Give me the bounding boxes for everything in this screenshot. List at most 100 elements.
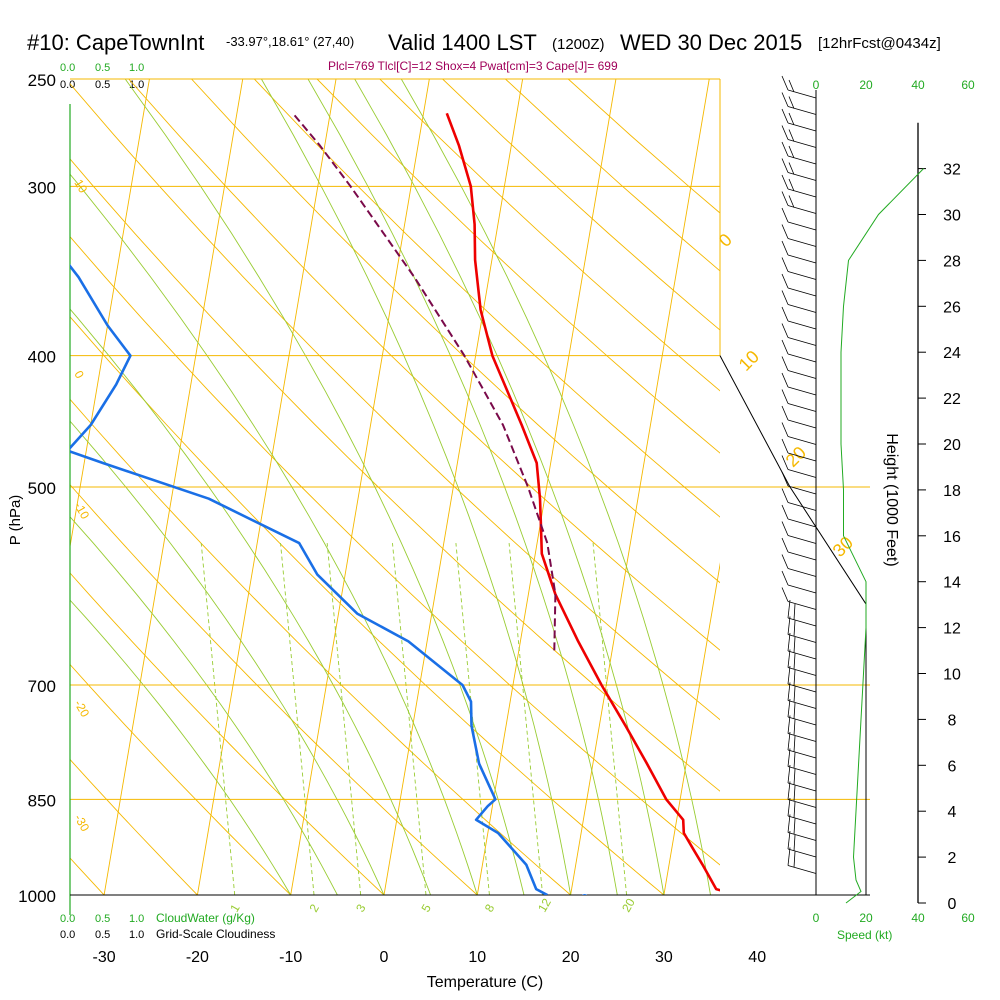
temperature-tick-label: 30 <box>655 949 673 966</box>
wind-barb-flag <box>793 603 796 621</box>
wind-barb-flag <box>788 112 795 126</box>
wind-barb-staff <box>787 617 817 627</box>
wind-barb-flag <box>781 339 789 355</box>
wind-barb-flag <box>787 682 791 701</box>
dry-adiabat-line <box>70 236 720 866</box>
valid-date: WED 30 Dec 2015 <box>620 30 802 55</box>
wind-barb-flag <box>781 306 789 322</box>
wind-barb-flag <box>793 735 796 753</box>
temperature-profile-line <box>445 112 720 892</box>
dry-adiabat-line <box>70 758 198 895</box>
speed-top-tick-label: 0 <box>813 78 820 92</box>
wind-barb-flag <box>793 702 796 720</box>
mixing-ratio-label: 3 <box>353 901 369 914</box>
wind-barb-staff <box>787 601 817 610</box>
wind-barb-flag <box>787 781 791 800</box>
wind-barb-staff <box>787 353 817 363</box>
moist-adiabat-line <box>70 420 385 895</box>
station-coords: -33.97°,18.61° (27,40) <box>226 34 354 49</box>
mixing-ratio-line <box>508 543 544 895</box>
dry-adiabat-line <box>191 79 720 584</box>
wind-barb-flag <box>781 224 789 239</box>
wind-barb-staff <box>787 386 817 396</box>
temperature-tick-label: -20 <box>186 949 209 966</box>
wind-barb-flag <box>787 748 791 767</box>
mixing-ratio-label: 12 <box>535 896 554 915</box>
wind-barb-flag <box>793 752 796 769</box>
wind-barb-flag <box>781 158 789 173</box>
wind-barb-flag <box>793 669 796 687</box>
temperature-tick-label: -10 <box>279 949 302 966</box>
cloudiness-tick: 1.0 <box>129 79 144 91</box>
wind-barb-staff <box>787 205 817 214</box>
dry-adiabat-line <box>70 158 720 792</box>
wind-barb-flag <box>793 801 796 819</box>
wind-barb-flag <box>781 438 789 454</box>
wind-barb-flag <box>781 240 789 256</box>
dry-adiabat-line <box>128 79 720 651</box>
wind-barb-flag <box>788 79 795 93</box>
mixing-ratio-label: 2 <box>306 901 322 914</box>
temperature-tick-label: 0 <box>380 949 389 966</box>
wind-barb-flag <box>781 174 789 190</box>
wind-barb-staff <box>787 106 817 115</box>
speed-tick-label: 0 <box>813 911 820 925</box>
wind-barb-flag <box>793 834 796 852</box>
wind-barb-staff <box>787 452 817 462</box>
wind-barb-flag <box>787 797 791 817</box>
wind-barb-staff <box>787 551 817 561</box>
speed-tick-label: 40 <box>911 911 925 925</box>
wind-barb-flag <box>787 665 791 685</box>
dry-adiabat-line <box>442 79 720 331</box>
wind-barb-flag <box>781 141 789 157</box>
surface-dewpoint-marker <box>581 894 588 895</box>
pressure-tick-label: 400 <box>28 348 56 367</box>
wind-barb-staff <box>787 122 817 132</box>
mixing-ratio-line <box>280 543 315 895</box>
parcel-profile-line <box>292 112 557 651</box>
station-title: #10: CapeTownInt <box>27 30 204 55</box>
cloudwater-tick: 1.0 <box>129 62 144 74</box>
wind-barb-flag <box>781 537 789 553</box>
height-tick-label: 4 <box>948 804 957 821</box>
wind-barb-staff <box>787 733 817 742</box>
wind-barb-staff <box>787 700 817 709</box>
wind-barb-flag <box>793 620 796 637</box>
sounding-indices: Plcl=769 Tlcl[C]=12 Shox=4 Pwat[cm]=3 Ca… <box>328 59 618 73</box>
height-tick-label: 8 <box>948 712 957 729</box>
wind-barb-flag <box>781 257 789 272</box>
mixing-ratio-line <box>455 543 490 895</box>
temperature-tick-label: 10 <box>468 949 486 966</box>
cloud-scale-bottom: 0.0 0.5 1.0 CloudWater (g/Kg) 0.0 0.5 1.… <box>60 911 275 941</box>
wind-barb-staff <box>787 485 817 495</box>
mixing-ratio-line <box>592 543 628 895</box>
wind-barb-staff <box>787 667 817 676</box>
wind-barb-flag <box>788 129 795 142</box>
wind-barb-flag <box>781 273 789 289</box>
speed-axis-title: Speed (kt) <box>837 928 892 942</box>
height-tick-label: 10 <box>943 667 961 684</box>
pressure-tick-label: 1000 <box>18 887 56 906</box>
speed-tick-label: 20 <box>859 911 873 925</box>
wind-barb-staff <box>787 271 817 280</box>
mixing-ratio-line <box>392 543 427 895</box>
speed-top-tick-label: 60 <box>961 78 975 92</box>
wind-barb-staff <box>787 518 817 528</box>
wind-barb-flag <box>793 719 796 736</box>
height-tick-label: 0 <box>948 896 957 913</box>
wind-barb-staff <box>787 89 817 99</box>
isotherm-label: 10 <box>735 347 763 375</box>
speed-top-tick-label: 40 <box>911 78 925 92</box>
isotherm-label: 20 <box>782 443 810 471</box>
dry-adiabat-line <box>70 572 385 895</box>
y-axis-title: P (hPa) <box>7 495 24 546</box>
wind-barb-flag <box>781 554 789 569</box>
wind-barb-flag <box>793 636 796 654</box>
dry-adiabat-line <box>70 663 292 895</box>
pressure-tick-label: 500 <box>28 479 56 498</box>
cloudiness-tick: 0.5 <box>95 929 110 941</box>
wind-barb-flag <box>781 290 789 305</box>
height-tick-label: 20 <box>943 437 961 454</box>
